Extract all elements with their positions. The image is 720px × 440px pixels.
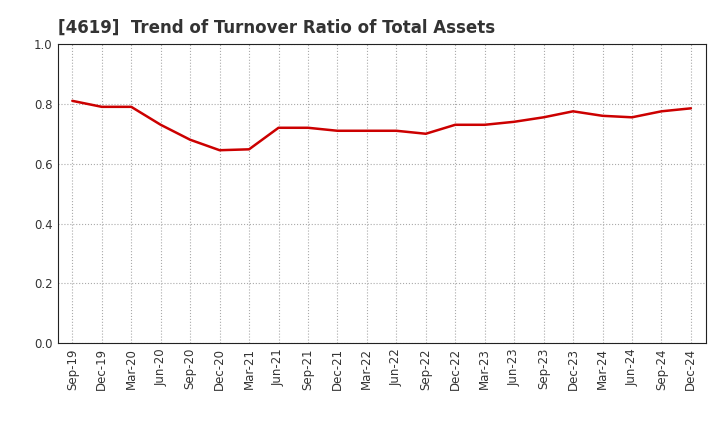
Text: [4619]  Trend of Turnover Ratio of Total Assets: [4619] Trend of Turnover Ratio of Total … (58, 19, 495, 37)
